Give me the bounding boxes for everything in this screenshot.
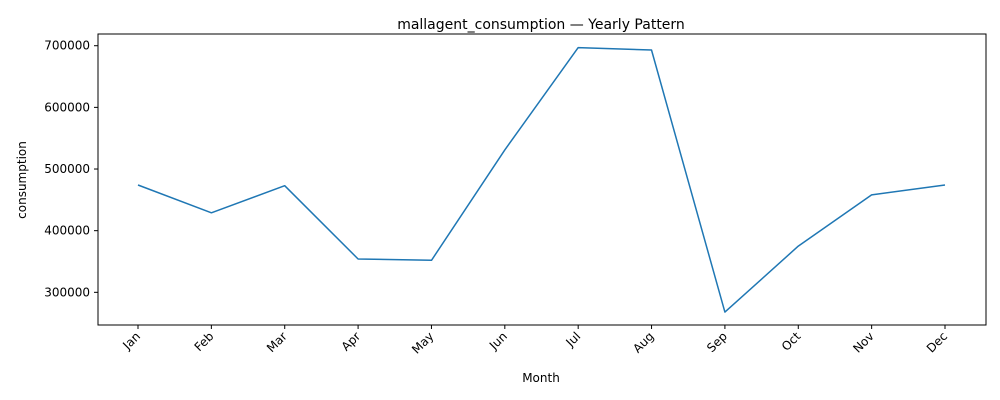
plot-area [97,33,987,326]
y-axis-label: consumption [15,141,29,219]
y-axis: 300000 400000 500000 600000 700000 [44,39,98,299]
x-tick-label: Mar [264,329,290,355]
x-tick-label: Jun [486,329,510,353]
x-tick-label: Jan [119,329,143,353]
x-tick-label: Jul [562,329,583,350]
x-tick-label: Apr [339,329,364,354]
x-tick-label: Feb [192,329,217,354]
y-tick-label: 400000 [44,224,90,238]
y-tick-label: 600000 [44,100,90,114]
x-tick-label: Dec [924,329,950,355]
x-tick-label: Sep [704,329,730,355]
x-tick-label: Nov [850,329,876,355]
chart-title: mallagent_consumption — Yearly Pattern [397,17,685,33]
y-tick-label: 500000 [44,162,90,176]
series-line [137,46,946,313]
y-tick-label: 700000 [44,39,90,53]
x-axis: Jan Feb Mar Apr May Jun Jul Aug Sep Oct Nov Dec [119,325,950,357]
x-axis-label: Month [522,371,560,385]
y-tick-label: 300000 [44,285,90,299]
x-tick-label: May [409,329,436,356]
x-tick-label: Oct [779,329,804,354]
x-tick-label: Aug [630,329,656,355]
